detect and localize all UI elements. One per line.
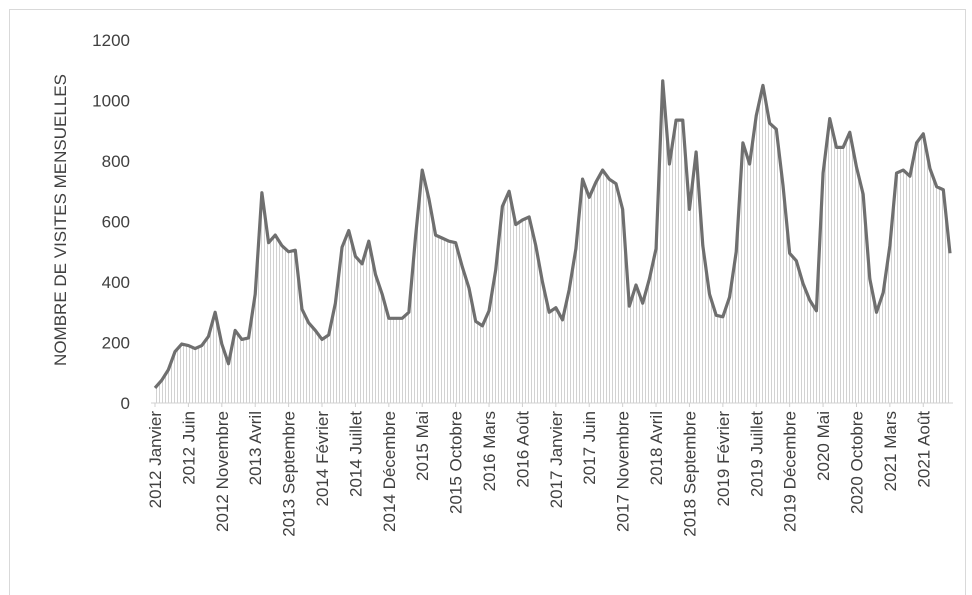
y-tick-label: 1000 bbox=[92, 92, 130, 111]
x-tick-label: 2021 Août bbox=[914, 411, 933, 488]
x-tick-label: 2019 Juillet bbox=[747, 411, 766, 497]
x-tick-label: 2021 Mars bbox=[881, 411, 900, 491]
x-tick-label: 2013 Avril bbox=[246, 411, 265, 485]
x-tick-label: 2019 Décembre bbox=[781, 411, 800, 532]
y-tick-label: 0 bbox=[121, 394, 130, 413]
y-axis-title: NOMBRE DE VISITES MENSUELLES bbox=[51, 74, 70, 366]
y-tick-label: 800 bbox=[102, 152, 130, 171]
x-tick-label: 2012 Juin bbox=[179, 411, 198, 485]
x-tick-label: 2014 Février bbox=[313, 411, 332, 507]
y-axis: 0 200 400 600 800 1000 1200 bbox=[92, 31, 130, 413]
series-line bbox=[153, 79, 952, 389]
x-tick-label: 2017 Janvier bbox=[547, 411, 566, 509]
x-tick-label: 2014 Juillet bbox=[346, 411, 365, 497]
x-tick-label: 2018 Avril bbox=[647, 411, 666, 485]
x-tick-label: 2016 Août bbox=[513, 411, 532, 488]
x-tick-label: 2017 Novembre bbox=[614, 411, 633, 532]
x-tick-label: 2015 Octobre bbox=[447, 411, 466, 514]
x-tick-label: 2020 Octobre bbox=[847, 411, 866, 514]
plot-area bbox=[153, 79, 952, 403]
x-tick-label: 2012 Novembre bbox=[213, 411, 232, 532]
x-tick-label: 2017 Juin bbox=[580, 411, 599, 485]
y-tick-label: 400 bbox=[102, 273, 130, 292]
y-tick-label: 200 bbox=[102, 334, 130, 353]
x-tick-label: 2020 Mai bbox=[814, 411, 833, 481]
x-tick-label: 2019 Février bbox=[714, 411, 733, 507]
x-tick-label: 2012 Janvier bbox=[146, 411, 165, 509]
x-tick-label: 2013 Septembre bbox=[280, 411, 299, 537]
x-tick-label: 2015 Mai bbox=[413, 411, 432, 481]
x-tick-label: 2016 Mars bbox=[480, 411, 499, 491]
x-tick-label: 2018 Septembre bbox=[680, 411, 699, 537]
y-tick-label: 1200 bbox=[92, 31, 130, 50]
x-axis: 2012 Janvier 2012 Juin 2012 Novembre 2013 A… bbox=[146, 402, 953, 537]
y-tick-label: 600 bbox=[102, 213, 130, 232]
x-tick-label: 2014 Décembre bbox=[380, 411, 399, 532]
